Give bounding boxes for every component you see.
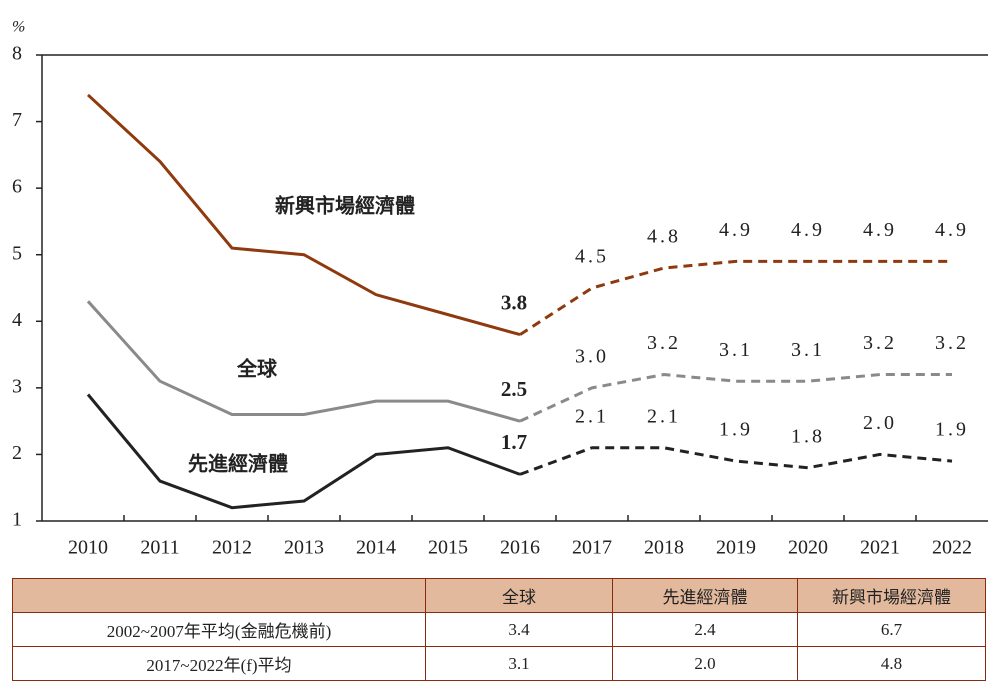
y-axis-label: % xyxy=(12,19,25,36)
table-row: 2002~2007年平均(金融危機前) 3.4 2.4 6.7 xyxy=(12,612,986,647)
table-header: 全球 先進經濟體 新興市場經濟體 xyxy=(12,578,986,613)
series-line xyxy=(86,93,521,337)
cell: 3.1 xyxy=(425,646,613,681)
series-label: 全球 xyxy=(236,357,278,381)
series-line xyxy=(86,393,521,510)
x-tick-label: 2016 xyxy=(500,537,540,559)
x-tick-label: 2010 xyxy=(68,537,108,559)
data-label: 3.2 xyxy=(863,332,897,354)
cell: 2.0 xyxy=(612,646,798,681)
x-tick-label: 2018 xyxy=(644,537,684,559)
header-cell: 新興市場經濟體 xyxy=(797,578,986,613)
series-line xyxy=(519,446,953,476)
data-label: 1.8 xyxy=(791,425,825,447)
series-label: 先進經濟體 xyxy=(188,452,288,476)
data-label: 3.8 xyxy=(501,290,527,314)
x-tick-label: 2012 xyxy=(212,537,252,559)
data-label: 3.2 xyxy=(935,332,969,354)
data-label: 4.9 xyxy=(863,219,897,241)
cell: 2002~2007年平均(金融危機前) xyxy=(12,612,426,647)
x-tick-label: 2022 xyxy=(932,537,972,559)
header-cell xyxy=(12,578,426,613)
y-tick-label: 5 xyxy=(12,242,22,264)
cell: 2017~2022年(f)平均 xyxy=(12,646,426,681)
data-label: 2.5 xyxy=(501,377,527,401)
data-label: 4.5 xyxy=(575,246,609,268)
y-tick-label: 3 xyxy=(12,375,22,397)
y-tick-label: 7 xyxy=(12,109,22,131)
x-tick-label: 2011 xyxy=(140,537,179,559)
cell: 2.4 xyxy=(612,612,798,647)
series-label: 新興市場經濟體 xyxy=(275,194,415,218)
cell: 4.8 xyxy=(797,646,986,681)
y-tick-label: 6 xyxy=(12,176,22,198)
series-line xyxy=(86,300,521,423)
data-label: 2.0 xyxy=(863,412,897,434)
cell: 6.7 xyxy=(797,612,986,647)
x-tick-label: 2013 xyxy=(284,537,324,559)
y-tick-label: 1 xyxy=(12,509,22,531)
y-tick-label: 4 xyxy=(12,309,22,331)
chart: % 1 2 3 4 5 6 7 8 2010 2011 2012 2013 2014 2015 2016 20… xyxy=(12,19,988,559)
x-tick-label: 2014 xyxy=(356,537,396,559)
data-label: 4.9 xyxy=(935,219,969,241)
data-label: 3.0 xyxy=(575,345,609,367)
data-label: 2.1 xyxy=(575,405,609,427)
x-tick-label: 2017 xyxy=(572,537,612,559)
data-label: 4.9 xyxy=(719,219,753,241)
y-tick-label: 2 xyxy=(12,442,22,464)
data-label: 3.1 xyxy=(719,339,753,361)
header-cell: 全球 xyxy=(425,578,613,613)
data-label: 1.9 xyxy=(935,419,969,441)
data-label: 1.9 xyxy=(719,419,753,441)
x-tick-label: 2015 xyxy=(428,537,468,559)
x-tick-label: 2019 xyxy=(716,537,756,559)
cell: 3.4 xyxy=(425,612,613,647)
x-tick-label: 2020 xyxy=(788,537,828,559)
table-row: 2017~2022年(f)平均 3.1 2.0 4.8 xyxy=(12,646,986,681)
x-tick-label: 2021 xyxy=(860,537,900,559)
data-label: 3.2 xyxy=(647,332,681,354)
y-tick-label: 8 xyxy=(12,43,22,65)
summary-table: 全球 先進經濟體 新興市場經濟體 2002~2007年平均(金融危機前) 3.4… xyxy=(12,578,986,681)
data-label: 3.1 xyxy=(791,339,825,361)
series-line xyxy=(519,373,952,423)
data-label: 4.8 xyxy=(647,226,681,248)
data-label: 1.7 xyxy=(501,430,527,454)
data-label: 2.1 xyxy=(647,405,681,427)
header-cell: 先進經濟體 xyxy=(612,578,798,613)
series-line xyxy=(519,259,952,336)
data-label: 4.9 xyxy=(791,219,825,241)
